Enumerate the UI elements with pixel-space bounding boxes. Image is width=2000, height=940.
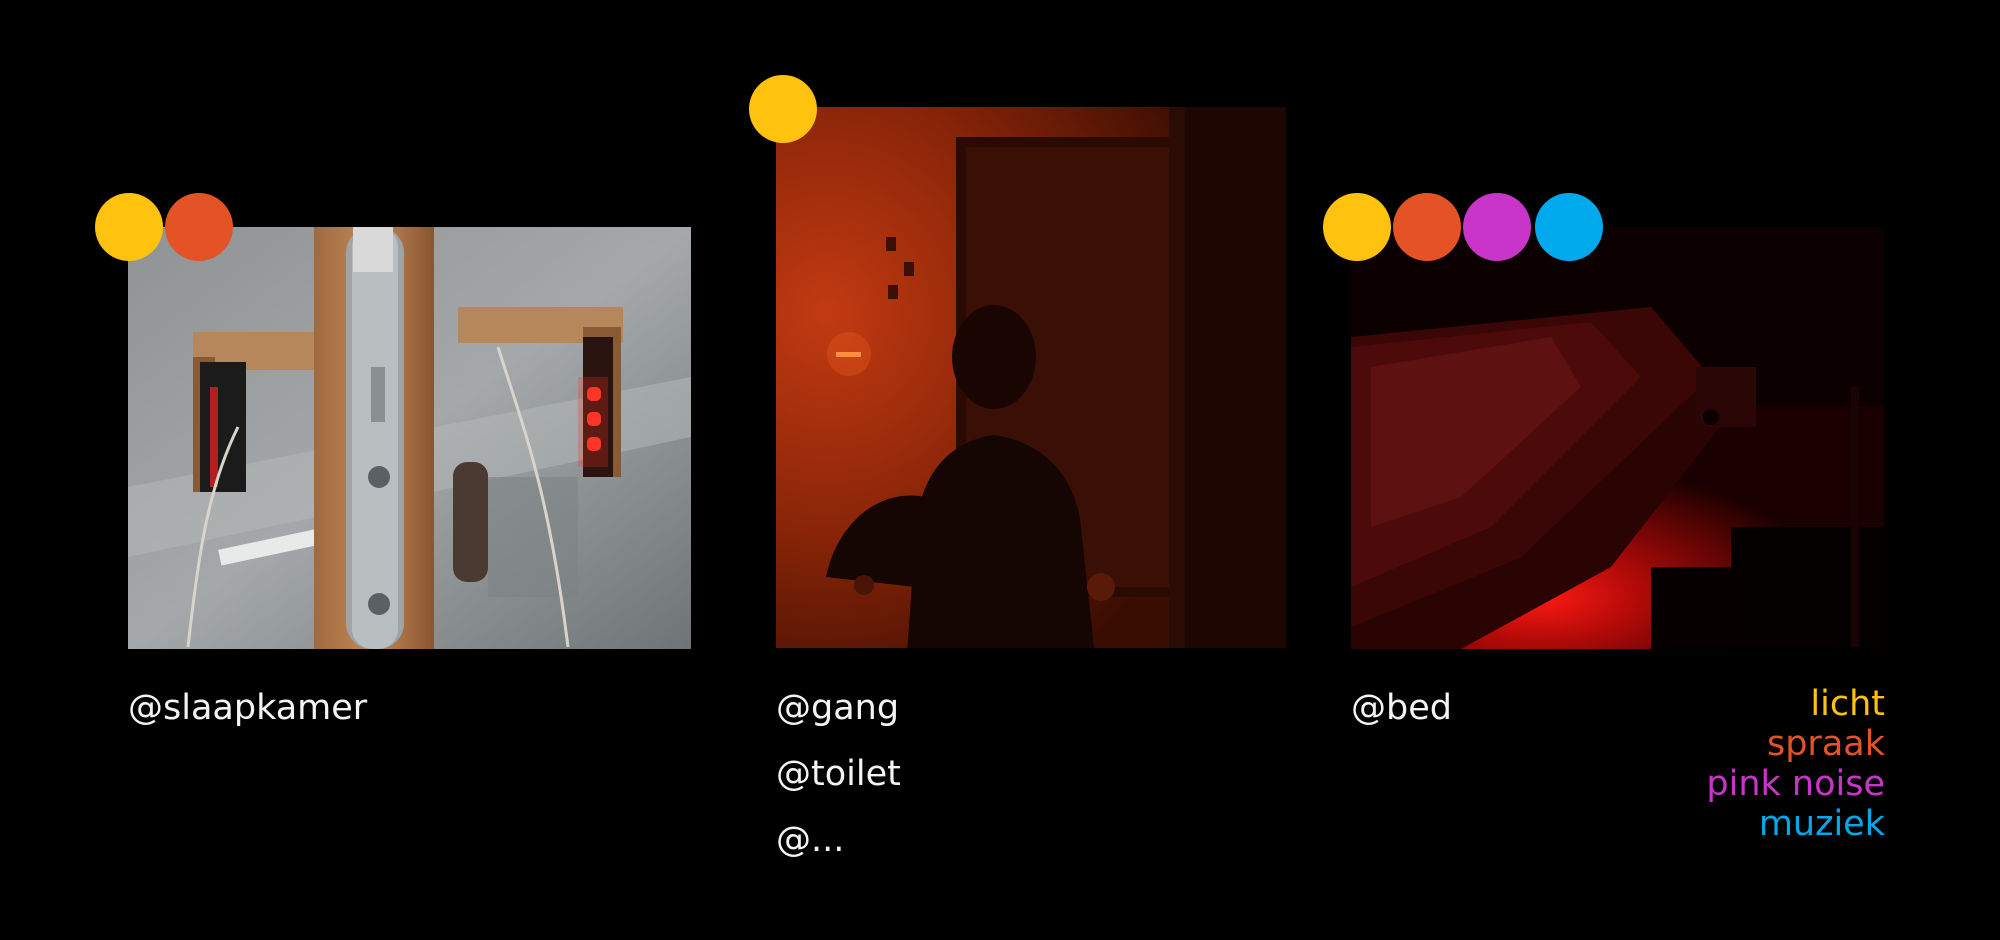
spraak-indicator-dot bbox=[1393, 193, 1461, 261]
legend: licht spraak pink noise muziek bbox=[1706, 684, 1885, 844]
photo-bed bbox=[1351, 227, 1884, 649]
pink-noise-indicator-dot bbox=[1463, 193, 1531, 261]
spraak-indicator-dot bbox=[165, 193, 233, 261]
photo-gang bbox=[776, 107, 1286, 648]
caption-slaapkamer: @slaapkamer bbox=[128, 688, 368, 728]
legend-pink-noise: pink noise bbox=[1706, 764, 1885, 804]
muziek-indicator-dot bbox=[1535, 193, 1603, 261]
caption-more: @... bbox=[776, 820, 845, 860]
legend-licht: licht bbox=[1810, 684, 1885, 724]
licht-indicator-dot bbox=[749, 75, 817, 143]
caption-gang: @gang bbox=[776, 688, 900, 728]
licht-indicator-dot bbox=[1323, 193, 1391, 261]
caption-toilet: @toilet bbox=[776, 754, 901, 794]
legend-spraak: spraak bbox=[1766, 724, 1885, 764]
caption-bed: @bed bbox=[1351, 688, 1452, 728]
photo-slaapkamer bbox=[128, 227, 691, 649]
legend-muziek: muziek bbox=[1758, 804, 1885, 844]
licht-indicator-dot bbox=[95, 193, 163, 261]
